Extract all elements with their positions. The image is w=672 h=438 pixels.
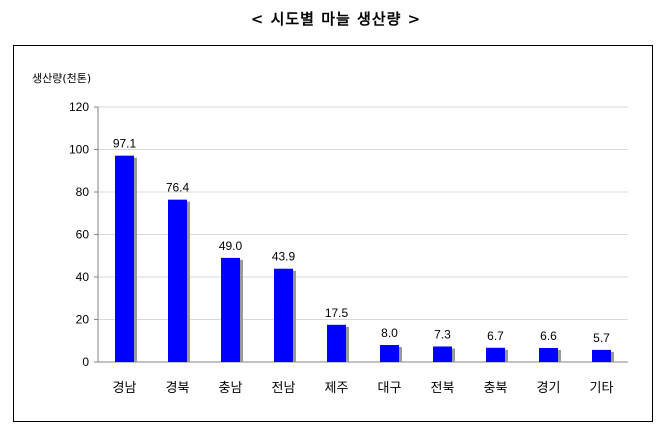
y-tick-label: 100 [69,143,89,157]
bar-충북 [486,347,505,362]
x-tick-labels: 경남 경북 충남 전남 제주 대구 전북 충북 경기 기타 [113,381,614,396]
value-label: 6.7 [487,329,504,343]
bar-전북 [433,346,452,362]
value-label: 49.0 [219,239,243,253]
y-tick-label: 60 [76,228,90,242]
value-label: 76.4 [166,181,190,195]
value-label: 8.0 [381,326,398,340]
y-tick-label: 80 [76,185,90,199]
bar-경기 [539,347,558,362]
y-tick-label: 40 [76,270,90,284]
chart-title: < 시도별 마늘 생산량 > [250,10,422,28]
y-axis-label: 생산량(천톤) [32,71,91,85]
x-tick-label: 경북 [166,381,190,396]
y-tick-label: 0 [82,355,89,369]
bars [115,155,614,362]
bar-기타 [592,349,611,362]
value-labels: 97.1 76.4 49.0 43.9 17.5 8.0 7.3 6.7 6.6 5.7 [113,137,610,345]
x-tick-label: 충남 [219,381,243,396]
value-label: 6.6 [540,329,557,343]
y-tick-labels: 0 20 40 60 80 100 120 [69,100,89,369]
bar-경북 [168,199,187,362]
value-label: 97.1 [113,137,137,151]
value-label: 43.9 [272,250,296,264]
x-tick-label: 전북 [431,381,455,396]
y-tick-label: 120 [69,100,89,114]
x-tick-label: 전남 [272,381,296,396]
chart-frame [13,45,653,422]
x-tick-label: 경기 [537,381,561,396]
bar-대구 [380,345,399,362]
x-tick-label: 경남 [113,381,137,396]
bar-제주 [327,324,346,362]
x-tick-label: 충북 [484,381,508,396]
value-label: 5.7 [593,331,610,345]
bar-전남 [274,268,293,362]
x-tick-label: 기타 [590,381,614,396]
y-tick-label: 20 [76,313,90,327]
x-tick-label: 제주 [325,381,349,396]
value-label: 17.5 [325,306,349,320]
bar-충남 [221,257,240,362]
x-tick-label: 대구 [378,381,402,396]
bar-경남 [115,155,134,362]
value-label: 7.3 [434,327,451,341]
